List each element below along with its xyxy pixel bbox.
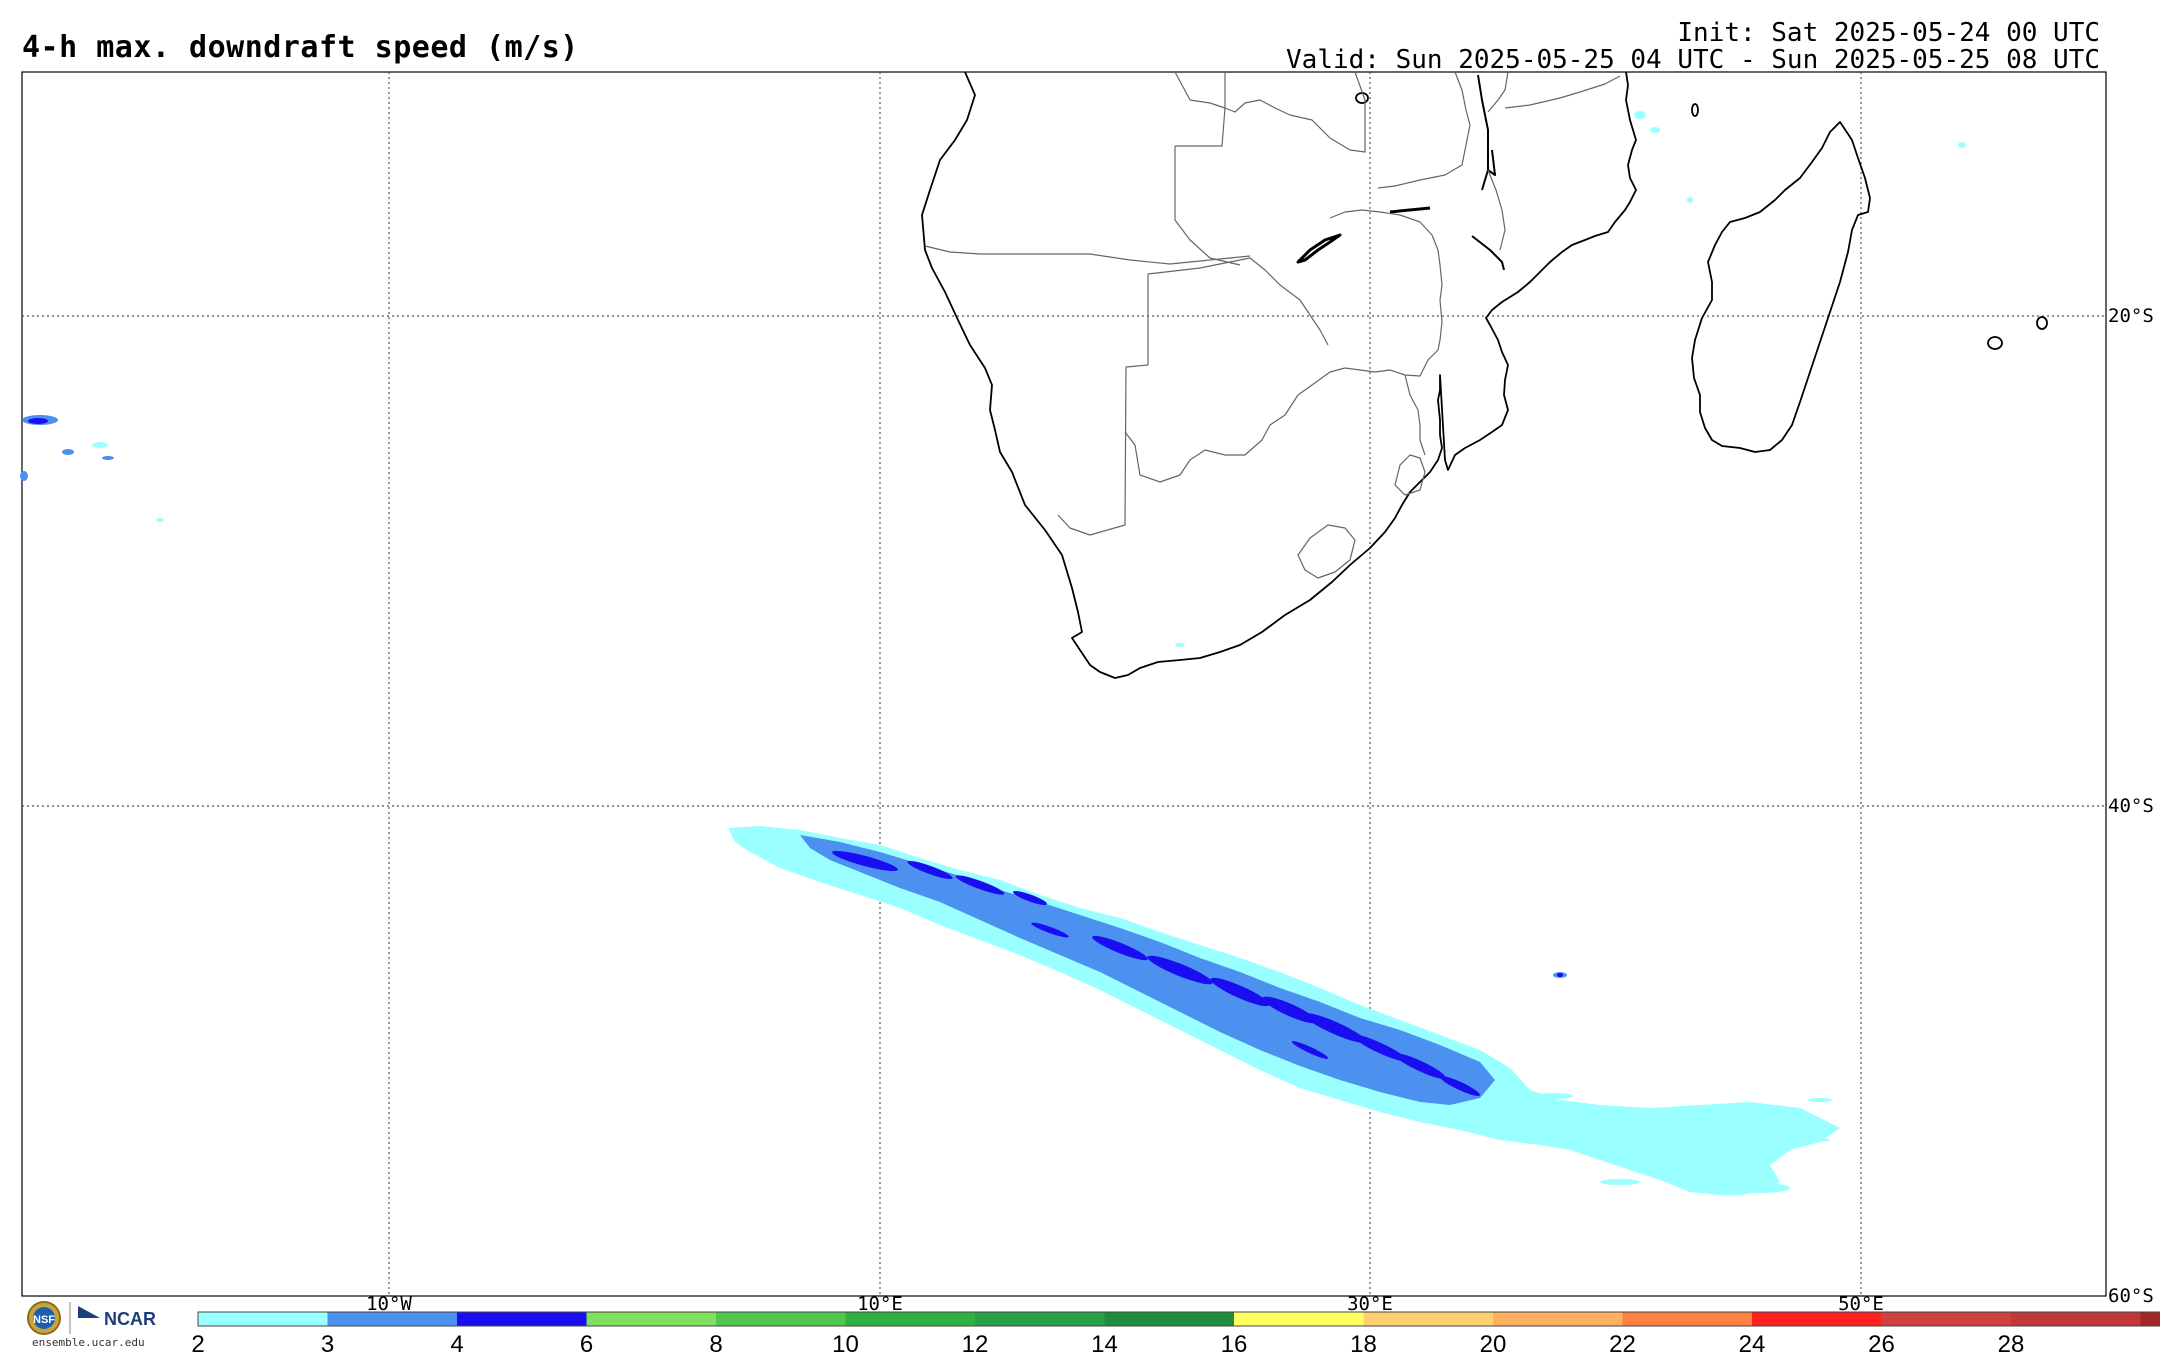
downdraft-field [20, 111, 1966, 1195]
island-mauritius [2036, 316, 2048, 330]
colorbar-tick-label: 26 [1868, 1331, 1895, 1354]
colorbar-tick-label: 28 [1998, 1331, 2025, 1354]
lake-east [1471, 235, 1505, 271]
colorbar-segment [1104, 1312, 1234, 1326]
lake-malawi-w [1477, 74, 1489, 191]
island-comoros [1691, 103, 1699, 117]
border-tanzania [1487, 71, 1509, 113]
colorbar-tick-label: 16 [1221, 1331, 1248, 1354]
border-caprivi [1147, 257, 1329, 346]
field-isolated-cells [20, 111, 1966, 978]
border-zambia-drc [1224, 71, 1366, 153]
colorbar-tick-label: 8 [709, 1331, 722, 1354]
colorbar-tick-label: 10 [832, 1331, 859, 1354]
colorbar-segment [327, 1312, 457, 1326]
valid-time: Valid: Sun 2025-05-25 04 UTC - Sun 2025-… [1286, 45, 2100, 75]
field-level-3-main [800, 835, 1495, 1105]
border-moz-malawi [1454, 71, 1471, 126]
ncar-logo-text: NCAR [104, 1309, 156, 1329]
border-zimbabwe [1329, 209, 1443, 377]
colorbar-tick-label: 18 [1350, 1331, 1377, 1354]
colorbar-frame [197, 1311, 2160, 1327]
colorbar-tick-label: 20 [1480, 1331, 1507, 1354]
country-borders [924, 71, 1621, 579]
colorbar [197, 1311, 2160, 1327]
lon-label-10e: 10°E [857, 1293, 903, 1315]
lesotho [1297, 524, 1356, 579]
colorbar-tick-label: 2 [191, 1331, 204, 1354]
lat-label-40s: 40°S [2108, 795, 2154, 817]
colorbar-tick-label: 6 [580, 1331, 593, 1354]
colorbar-segment [975, 1312, 1105, 1326]
site-url: ensemble.ucar.edu [32, 1336, 145, 1349]
lat-labels: 20°S 40°S 60°S [2108, 305, 2154, 1307]
border-moz-tanzania [1504, 75, 1621, 109]
border-zambia-malawi [1377, 124, 1471, 189]
colorbar-labels: 2 3 4 6 8 10 12 14 16 18 20 22 24 26 28 [191, 1331, 2024, 1354]
border-zambia-west [1174, 146, 1241, 266]
colorbar-segment [716, 1312, 846, 1326]
colorbar-tick-label: 22 [1609, 1331, 1636, 1354]
colorbar-tick-label: 4 [450, 1331, 463, 1354]
madagascar [1691, 121, 1871, 453]
border-south-africa-moz [1404, 374, 1426, 456]
colorbar-segment [586, 1312, 716, 1326]
field-level-2-streaks [1537, 1093, 1832, 1193]
colorbar-segment [457, 1312, 587, 1326]
colorbar-segment [2140, 1312, 2160, 1326]
africa-coast [921, 71, 1637, 679]
border-angola-south [924, 245, 1251, 265]
colorbar-segment [2011, 1312, 2141, 1326]
colorbar-segment [198, 1312, 328, 1326]
map-title: 4-h max. downdraft speed (m/s) [22, 30, 579, 65]
lake-kariba [1296, 233, 1342, 264]
colorbar-segment [1881, 1312, 2011, 1326]
border-botswana-south [1124, 367, 1346, 483]
init-time: Init: Sat 2025-05-24 00 UTC [1677, 18, 2100, 48]
border-namibia-east [1057, 274, 1149, 536]
colorbar-tick-label: 12 [962, 1331, 989, 1354]
colorbar-tick-label: 3 [321, 1331, 334, 1354]
eswatini [1394, 454, 1426, 496]
colorbar-segment [1622, 1312, 1752, 1326]
lake-cahora [1389, 206, 1431, 214]
lon-label-50e: 50°E [1838, 1293, 1884, 1315]
nsf-logo: NSF [27, 1301, 61, 1335]
graticule [22, 72, 2106, 1296]
lon-label-10w: 10°W [366, 1293, 412, 1315]
border-drc-moz [1174, 71, 1226, 109]
island-reunion [1987, 336, 2003, 350]
lat-label-20s: 20°S [2108, 305, 2154, 327]
colorbar-segment [845, 1312, 975, 1326]
coastline [921, 71, 2048, 679]
colorbar-tick-label: 14 [1091, 1331, 1118, 1354]
colorbar-tick-label: 24 [1739, 1331, 1766, 1354]
lake-malawi-e [1487, 149, 1496, 176]
time-info: Init: Sat 2025-05-24 00 UTC Valid: Sun 2… [1286, 20, 2100, 74]
border-angola-east [1175, 72, 1226, 147]
colorbar-segment [1363, 1312, 1493, 1326]
nsf-logo-text: NSF [33, 1314, 55, 1326]
lon-labels: 10°W 10°E 30°E 50°E [366, 1293, 1884, 1315]
map-frame [21, 71, 2107, 1297]
lat-label-60s: 60°S [2108, 1285, 2154, 1307]
colorbar-segment [1493, 1312, 1623, 1326]
border-malawi-moz-east [1487, 169, 1506, 251]
ncar-logo: NCAR [78, 1306, 156, 1329]
colorbar-segment [1234, 1312, 1364, 1326]
lon-label-30e: 30°E [1347, 1293, 1393, 1315]
colorbar-segment [1752, 1312, 1882, 1326]
field-level-4-cores [832, 850, 1481, 1096]
